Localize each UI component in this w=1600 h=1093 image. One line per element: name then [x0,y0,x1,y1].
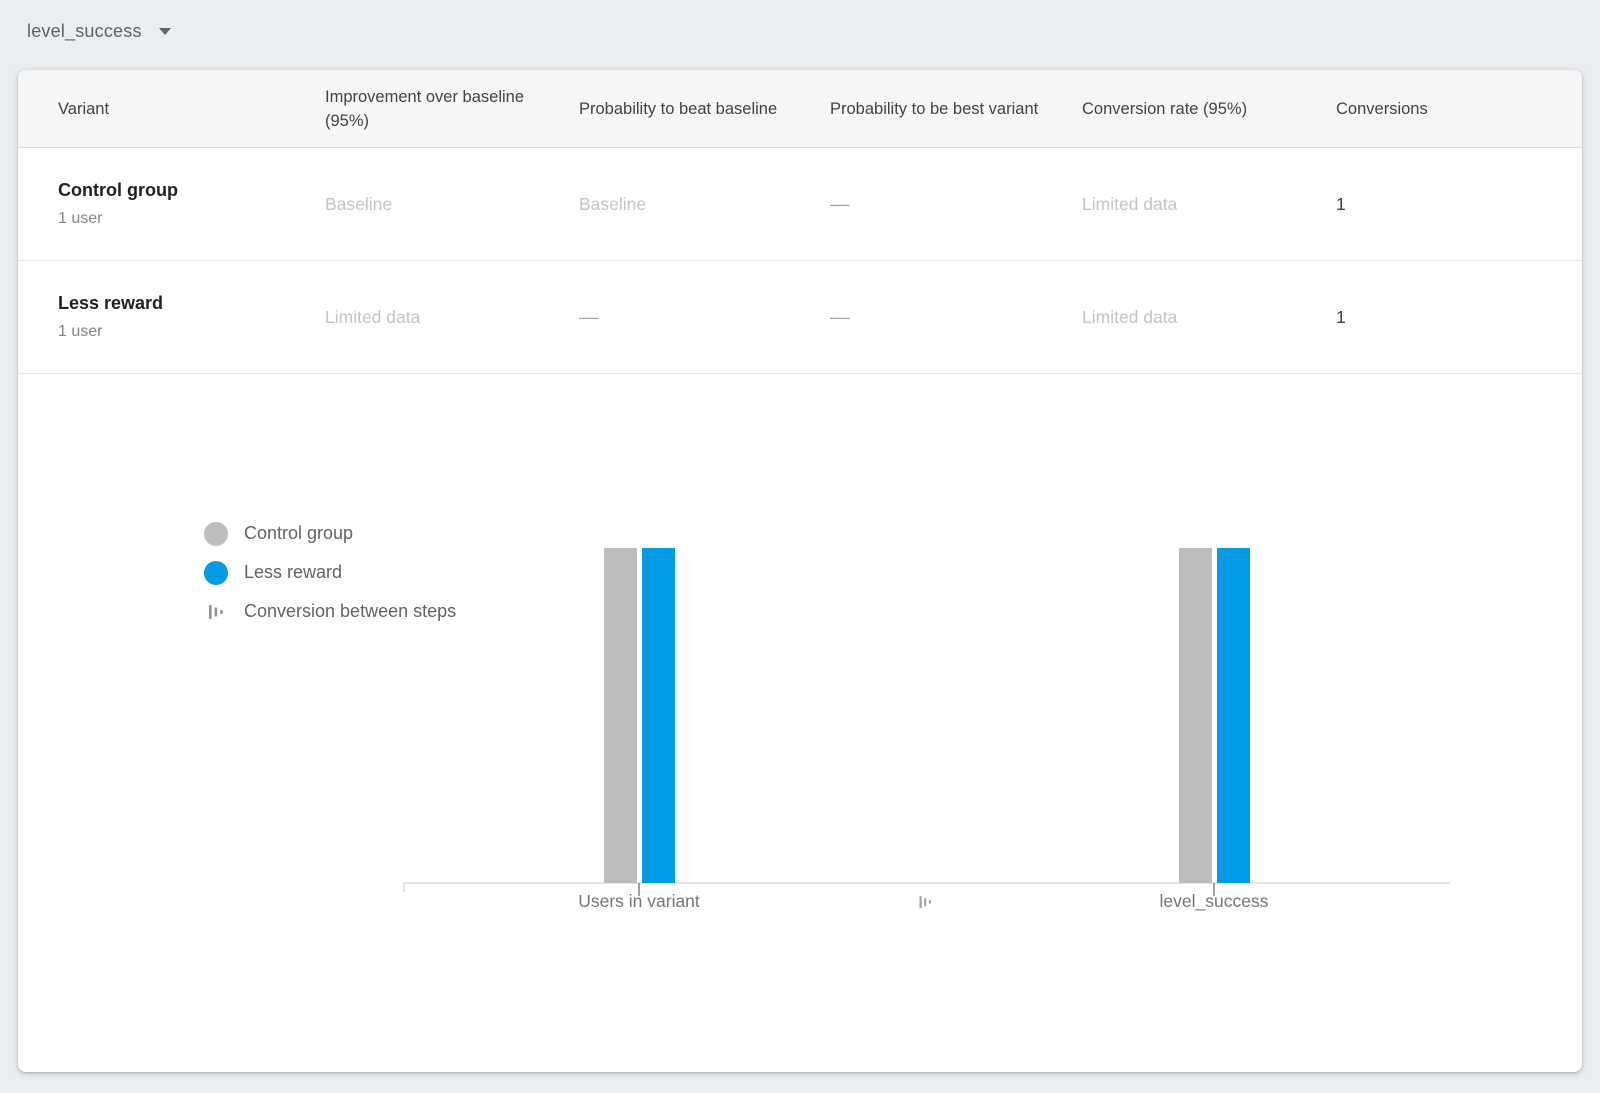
metric-dropdown-value: level_success [27,21,142,41]
legend-item-conversion-steps: Conversion between steps [204,592,456,631]
chart-legend: Control group Less reward Conversion bet… [204,514,456,631]
improvement-value: Limited data [325,306,421,327]
bar-control-group-level_success [1178,548,1212,883]
column-header-conversion-rate: Conversion rate (95%) [1082,99,1248,118]
legend-label: Control group [244,523,354,543]
conversion-rate-value: Limited data [1082,193,1178,214]
chevron-down-icon [158,28,171,35]
table-header-row: Variant Improvement over baseline (95%) … [18,70,1582,148]
metric-dropdown[interactable]: level_success [27,21,171,42]
less-reward-swatch-icon [204,560,228,585]
conversion-steps-icon [204,600,228,624]
topbar: level_success [0,0,1600,70]
column-header-improvement: Improvement over baseline (95%) [325,87,525,130]
control-group-swatch-icon [204,521,228,546]
column-header-conversions: Conversions [1336,99,1428,118]
conversion-steps-axis-icon [919,895,934,915]
x-axis-tick [638,883,640,896]
x-axis-origin-tick [403,882,405,892]
x-axis-label-level-success: level_success [1159,891,1269,911]
conversion-rate-value: Limited data [1082,306,1178,327]
table-row: Control group 1 user Baseline Baseline –… [18,148,1582,261]
legend-label: Conversion between steps [244,601,457,621]
column-header-prob-best: Probability to be best variant [830,99,1039,118]
conversion-chart: Control group Less reward Conversion bet… [18,374,1582,1072]
prob-best-value: –– [830,306,850,327]
conversions-value: 1 [1336,193,1346,214]
legend-item-less-reward: Less reward [204,553,456,592]
x-axis-line [403,882,1450,884]
variant-cell: Less reward 1 user [58,293,325,341]
prob-beat-value: –– [579,306,599,327]
prob-beat-value: Baseline [579,193,647,214]
x-axis-tick [1213,883,1215,896]
conversions-value: 1 [1336,306,1346,327]
variant-user-count: 1 user [58,210,103,227]
column-header-variant: Variant [58,99,110,118]
bar-less-reward-users-in-variant [641,548,675,883]
variant-name: Control group [58,180,178,200]
x-axis-label-users-in-variant: Users in variant [578,891,700,911]
variant-user-count: 1 user [58,323,103,340]
legend-label: Less reward [244,562,343,582]
variant-cell: Control group 1 user [58,180,325,228]
prob-best-value: –– [830,193,850,214]
bar-plot: Users in variant level_success [18,374,1582,1072]
improvement-value: Baseline [325,193,393,214]
variant-name: Less reward [58,293,164,313]
bar-control-group-users-in-variant [603,548,637,883]
column-header-prob-beat: Probability to beat baseline [579,99,778,118]
table-row: Less reward 1 user Limited data –– –– Li… [18,261,1582,374]
bar-less-reward-level_success [1216,548,1250,883]
experiment-results-card: Variant Improvement over baseline (95%) … [18,70,1582,1072]
legend-item-control-group: Control group [204,514,456,553]
